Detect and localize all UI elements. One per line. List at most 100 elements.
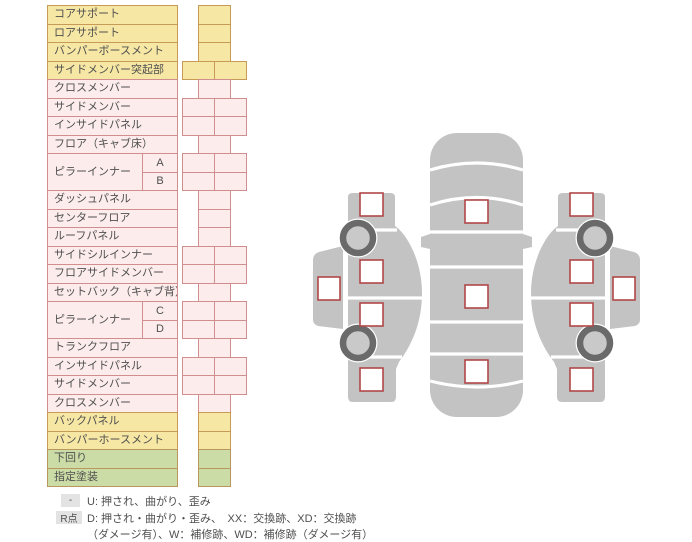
grade-cell[interactable] [198,338,231,358]
marker-right-side-1[interactable] [569,192,594,217]
grade-cell[interactable] [214,375,247,395]
parts-row: サイドメンバー突起部 [47,60,257,80]
parts-row: センターフロア [47,208,257,228]
grade-cell[interactable] [182,171,215,191]
grade-cell[interactable] [198,42,231,62]
grade-cell[interactable] [214,264,247,284]
marker-right-side-2[interactable] [569,259,594,284]
parts-row: ピラーインナー C D [47,301,257,339]
grade-cell[interactable] [214,153,247,173]
parts-row: インサイドパネル [47,116,257,136]
marker-left-side-2[interactable] [359,259,384,284]
car-diagram [300,133,655,417]
grade-cell[interactable] [214,60,247,80]
grade-cell[interactable] [198,227,231,247]
part-label: ピラーインナー [47,153,143,191]
grade-cell[interactable] [214,356,247,376]
part-sublabel: C [142,301,178,321]
grade-cell[interactable] [198,449,231,469]
part-label: ピラーインナー [47,301,143,339]
part-label: ロアサポート [47,23,178,43]
grade-cell[interactable] [182,116,215,136]
grade-cell[interactable] [182,60,215,80]
grade-cell[interactable] [198,5,231,25]
grade-cell[interactable] [198,282,231,302]
car-top-body [430,133,523,417]
grade-cell[interactable] [214,319,247,339]
grade-cell[interactable] [214,97,247,117]
marker-left-side-4[interactable] [359,367,384,392]
marker-left-side-1[interactable] [359,192,384,217]
grade-cell[interactable] [214,171,247,191]
grade-cell[interactable] [182,97,215,117]
part-label: インサイドパネル [47,116,178,136]
trunk-line [429,379,524,389]
parts-row: ダッシュパネル [47,190,257,210]
marker-right-side-3[interactable] [569,302,594,327]
grade-cell[interactable] [182,319,215,339]
parts-row: クロスメンバー [47,393,257,413]
part-label: インサイドパネル [47,356,178,376]
marker-top-front[interactable] [464,199,489,224]
legend-line-2: D: 押され・曲がり・歪み、 XX：交換跡、XD：交換跡 [87,513,357,525]
part-label: サイドメンバー突起部 [47,60,178,80]
grade-cell[interactable] [182,301,215,321]
parts-row: コアサポート [47,5,257,25]
grade-cell[interactable] [182,375,215,395]
parts-row: ピラーインナー A B [47,153,257,191]
legend-line-1: U: 押され、曲がり、歪み [87,496,211,508]
part-label: バンパーホースメント [47,430,178,450]
grade-cell[interactable] [198,79,231,99]
parts-row: 下回り [47,449,257,469]
marker-top-middle[interactable] [464,284,489,309]
grade-cell[interactable] [182,245,215,265]
grade-cell[interactable] [198,190,231,210]
part-label: クロスメンバー [47,393,178,413]
legend-key-dash: - [61,494,80,507]
grade-cell[interactable] [214,245,247,265]
legend-line-3: （ダメージ有）、W：補修跡、WD：補修跡（ダメージ有） [87,529,374,541]
part-label: セットバック（キャブ背） [47,282,178,302]
part-label: 指定塗装 [47,467,178,487]
grade-cell[interactable] [182,153,215,173]
parts-row: フロア（キャブ床） [47,134,257,154]
parts-row: ルーフパネル [47,227,257,247]
parts-row: フロアサイドメンバー [47,264,257,284]
parts-row: 指定塗装 [47,467,257,487]
parts-row: ロアサポート [47,23,257,43]
part-label: バックパネル [47,412,178,432]
marker-top-rear[interactable] [464,359,489,384]
grade-cell[interactable] [198,23,231,43]
parts-row: インサイドパネル [47,356,257,376]
part-label: 下回り [47,449,178,469]
grade-cell[interactable] [198,393,231,413]
parts-row: サイドメンバー [47,375,257,395]
part-sublabel: A [142,153,178,173]
marker-right-side-4[interactable] [569,367,594,392]
grade-cell[interactable] [198,467,231,487]
part-label: サイドシルインナー [47,245,178,265]
marker-left-fender[interactable] [317,276,341,301]
grade-cell[interactable] [182,356,215,376]
part-label: バンパーボースメント [47,42,178,62]
part-label: センターフロア [47,208,178,228]
grade-cell[interactable] [214,116,247,136]
grade-cell[interactable] [182,264,215,284]
parts-row: バンパーボースメント [47,42,257,62]
grade-cell[interactable] [198,412,231,432]
part-label: フロアサイドメンバー [47,264,178,284]
legend-key-rpoint: R点 [56,511,82,525]
part-label: トランクフロア [47,338,178,358]
marker-right-fender[interactable] [612,276,636,301]
grade-cell[interactable] [198,430,231,450]
part-label: サイドメンバー [47,97,178,117]
parts-row: クロスメンバー [47,79,257,99]
marker-left-side-3[interactable] [359,302,384,327]
car-top-view [421,133,532,417]
part-label: クロスメンバー [47,79,178,99]
grade-cell[interactable] [198,208,231,228]
grade-cell[interactable] [198,134,231,154]
part-sublabel: B [142,171,178,191]
grade-cell[interactable] [214,301,247,321]
